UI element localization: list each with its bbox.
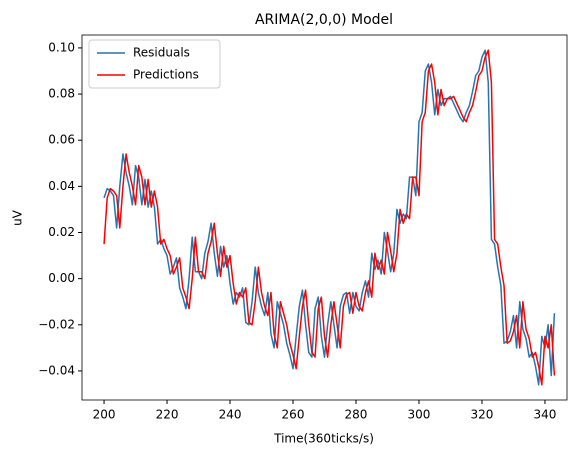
x-tick-label: 320 (471, 408, 494, 422)
x-tick-label: 280 (345, 408, 368, 422)
y-axis-label: uV (11, 209, 25, 226)
x-tick-label: 240 (219, 408, 242, 422)
y-tick-label: 0.02 (48, 225, 75, 239)
y-tick-label: 0.06 (48, 133, 75, 147)
y-tick-label: 0.04 (48, 179, 75, 193)
line-series (103, 49, 556, 386)
x-tick-label: 340 (534, 408, 557, 422)
x-tick-label: 200 (93, 408, 116, 422)
line-series (103, 49, 556, 386)
y-tick-label: 0.08 (48, 87, 75, 101)
y-tick-label: −0.02 (38, 317, 75, 331)
legend-label: Residuals (133, 46, 190, 60)
legend-label: Predictions (133, 68, 199, 82)
chart-title: ARIMA(2,0,0) Model (255, 12, 393, 28)
plot-frame (81, 34, 568, 401)
x-tick-label: 300 (408, 408, 431, 422)
y-tick-label: −0.04 (38, 363, 75, 377)
y-tick-label: 0.10 (48, 40, 75, 54)
legend-box (88, 39, 221, 89)
y-tick-label: 0.00 (48, 271, 75, 285)
x-axis-label: Time(360ticks/s) (273, 432, 374, 446)
x-tick-label: 220 (156, 408, 179, 422)
x-tick-label: 260 (282, 408, 305, 422)
